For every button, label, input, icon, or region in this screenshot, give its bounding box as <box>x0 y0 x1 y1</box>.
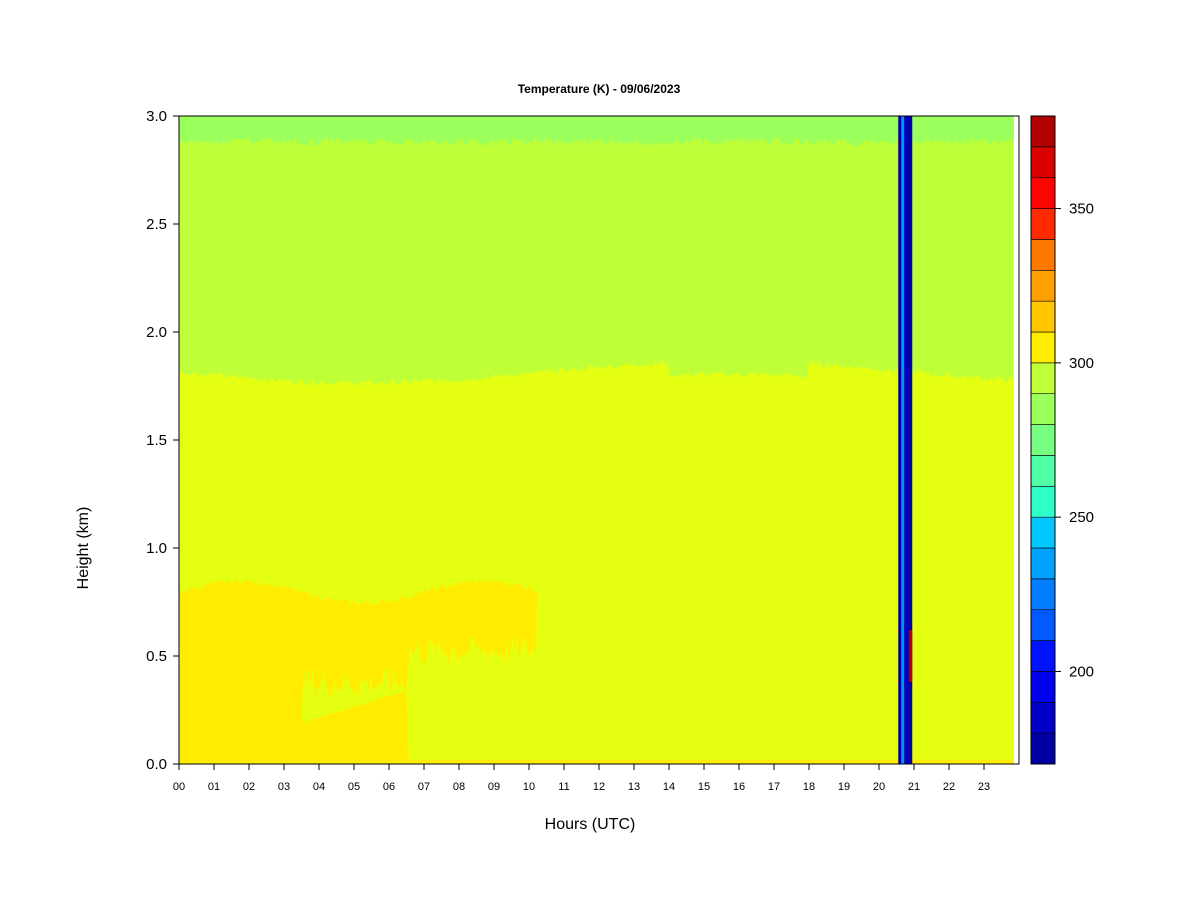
colorbar-swatch <box>1030 208 1056 240</box>
y-axis-label: Height (km) <box>75 507 92 590</box>
heat-gap-edge-right <box>905 116 908 764</box>
colorbar-swatch <box>1030 671 1056 703</box>
colorbar-frame <box>1030 115 1056 765</box>
y-tick-label: 2.5 <box>146 216 167 233</box>
heat-gap-edge-left <box>901 116 905 764</box>
heatmap-field <box>179 116 1014 764</box>
y-tick-label: 0.0 <box>146 756 167 773</box>
x-tick-label: 17 <box>768 781 780 793</box>
x-tick-label: 10 <box>523 781 535 793</box>
colorbar-swatch <box>1030 640 1056 672</box>
colorbar-swatch <box>1030 701 1056 734</box>
colorbar-swatch <box>1030 177 1056 209</box>
x-tick-label: 15 <box>698 781 710 793</box>
colorbar-swatch <box>1030 516 1056 549</box>
colorbar-tick-label: 350 <box>1069 201 1094 218</box>
colorbar-tick-label: 250 <box>1069 509 1094 526</box>
colorbar-tick-label: 300 <box>1069 355 1094 372</box>
plot-area <box>178 115 1020 765</box>
x-tick-label: 04 <box>313 781 325 793</box>
x-tick-label: 21 <box>908 781 920 793</box>
x-tick-label: 00 <box>173 781 185 793</box>
x-tick-label: 16 <box>733 781 745 793</box>
colorbar-swatch <box>1030 455 1056 487</box>
x-tick-label: 06 <box>383 781 395 793</box>
x-tick-label: 19 <box>838 781 850 793</box>
colorbar-swatch <box>1030 331 1056 364</box>
x-tick-label: 05 <box>348 781 360 793</box>
colorbar-swatch <box>1030 393 1056 425</box>
colorbar-swatch <box>1030 115 1056 148</box>
x-axis: 00 01 02 03 04 05 06 07 08 09 10 11 12 13 14 15 16 17 18 19… <box>173 764 990 793</box>
y-tick-label: 2.0 <box>146 324 167 341</box>
heat-anomaly-hot <box>908 630 913 682</box>
heat-band-transition <box>179 563 1014 764</box>
x-tick-label: 22 <box>943 781 955 793</box>
x-tick-label: 18 <box>803 781 815 793</box>
colorbar-swatch <box>1030 146 1056 179</box>
chart-title: Temperature (K) - 09/06/2023 <box>518 82 681 96</box>
x-tick-label: 09 <box>488 781 500 793</box>
colorbar-swatch <box>1030 300 1056 333</box>
x-axis-label: Hours (UTC) <box>545 816 636 833</box>
colorbar-swatch <box>1030 485 1056 518</box>
colorbar-swatch <box>1030 362 1056 395</box>
y-tick-label: 0.5 <box>146 648 167 665</box>
colorbar-swatch <box>1030 547 1056 580</box>
x-tick-label: 20 <box>873 781 885 793</box>
colorbar-swatch <box>1030 732 1056 765</box>
colorbar-swatch <box>1030 269 1056 302</box>
x-tick-label: 07 <box>418 781 430 793</box>
colorbar-swatch <box>1030 609 1056 641</box>
heat-band-top <box>179 116 1014 147</box>
x-tick-label: 23 <box>978 781 990 793</box>
colorbar: 200 250 300 350 <box>1030 115 1094 765</box>
colorbar-swatch <box>1030 578 1056 611</box>
colorbar-swatch <box>1030 239 1056 271</box>
y-axis: 0.0 0.5 1.0 1.5 2.0 2.5 3.0 <box>146 108 180 773</box>
x-tick-label: 14 <box>663 781 675 793</box>
colorbar-tick-label: 200 <box>1069 663 1094 680</box>
x-tick-label: 08 <box>453 781 465 793</box>
x-tick-label: 11 <box>558 781 569 793</box>
x-tick-label: 12 <box>593 781 605 793</box>
y-tick-label: 3.0 <box>146 108 167 125</box>
x-tick-label: 03 <box>278 781 290 793</box>
y-tick-label: 1.0 <box>146 540 167 557</box>
x-tick-label: 13 <box>628 781 640 793</box>
y-tick-label: 1.5 <box>146 432 167 449</box>
x-tick-label: 02 <box>243 781 255 793</box>
colorbar-swatch <box>1030 424 1056 456</box>
x-tick-label: 01 <box>208 781 220 793</box>
